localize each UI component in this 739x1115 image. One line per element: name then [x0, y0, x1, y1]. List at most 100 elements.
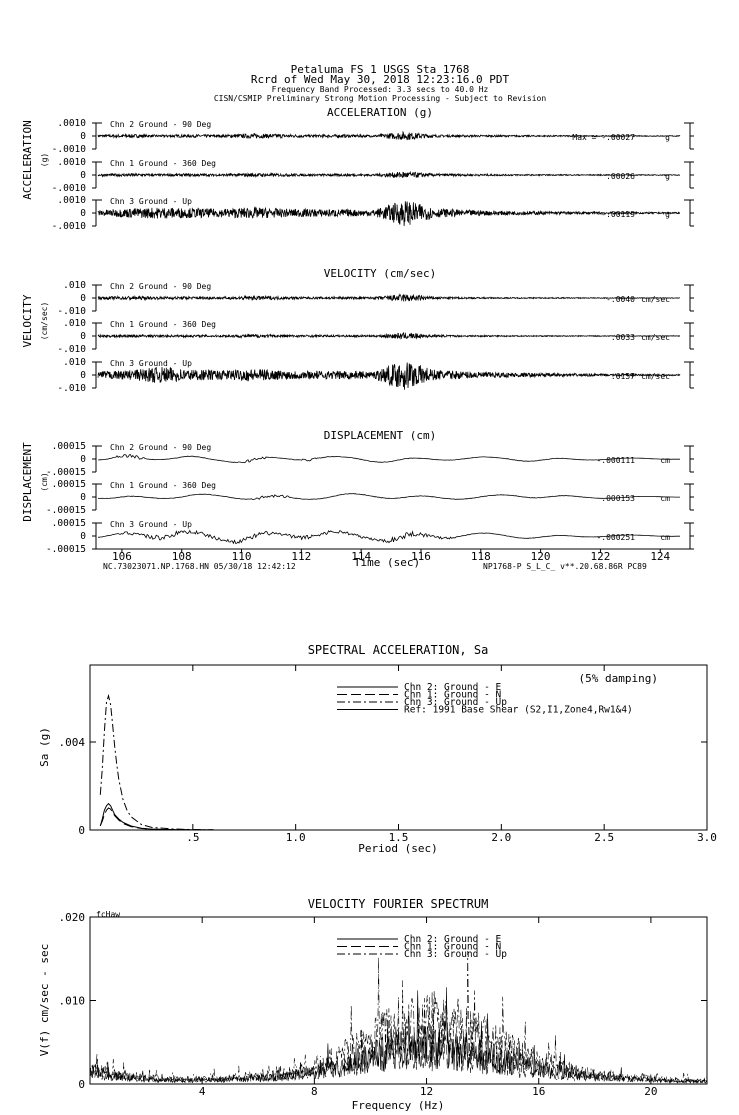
fs-y-tick-label: .010: [59, 995, 86, 1008]
y-tick-label: -.0010: [52, 221, 87, 232]
y-tick-label: .0010: [57, 195, 86, 206]
y-tick-label: -.0010: [52, 144, 87, 155]
acceleration-yunit: (g): [40, 153, 49, 167]
fs-series: [89, 950, 708, 1084]
sa-series-line: [99, 693, 214, 831]
sa-y-tick-label: .004: [59, 736, 86, 749]
station-title: Petaluma FS 1 USGS Sta 1768: [291, 63, 470, 76]
waveform-line: [97, 331, 681, 340]
processing-note: CISN/CSMIP Preliminary Strong Motion Pro…: [214, 94, 547, 103]
waveform-line: [97, 454, 680, 464]
y-tick-label: 0: [80, 370, 86, 381]
time-tick-label: 112: [291, 550, 311, 563]
time-tick-label: 124: [650, 550, 670, 563]
peak-value: -.000251: [596, 533, 635, 542]
peak-unit: cm: [660, 456, 670, 465]
damping-note: (5% damping): [579, 672, 658, 685]
acceleration-traces: .0010 0 -.0010 Chn 2 Ground - 90 Deg Max = -…: [52, 118, 694, 232]
fs-ylabel: V(f) cm/sec - sec: [38, 944, 51, 1057]
peak-value: -.00119: [601, 210, 635, 219]
frequency-band: Frequency Band Processed: 3.3 secs to 40…: [272, 85, 489, 94]
fs-legend-label: Chn 1: Ground - N: [404, 942, 502, 953]
fs-series-line: [89, 987, 708, 1084]
time-tick-label: 106: [112, 550, 132, 563]
sa-legend-label: Chn 2: Ground - E: [404, 682, 502, 693]
y-tick-label: .010: [63, 318, 86, 329]
fs-legend-label: Chn 3: Ground - Up: [404, 949, 507, 960]
trace-frame-right: [684, 445, 691, 472]
waveform-line: [97, 529, 680, 545]
y-tick-label: -.0010: [52, 183, 87, 194]
channel-label: Chn 1 Ground - 360 Deg: [110, 320, 216, 329]
sa-series: [99, 693, 214, 831]
velocity-yunit: (cm/sec): [40, 302, 49, 341]
time-axis: 106 108 110 112 114 116 118 120 122 124: [96, 548, 690, 563]
velocity-panel: VELOCITY (cm/sec) VELOCITY (cm/sec) .010…: [21, 267, 694, 394]
y-tick-label: .00015: [52, 441, 86, 452]
peak-unit: cm/sec: [641, 295, 670, 304]
trace-frame-left: [95, 284, 102, 311]
spectral-acceleration-chart: SPECTRAL ACCELERATION, Sa Sa (g) Period …: [38, 643, 717, 855]
trace-frame-left: [95, 361, 102, 388]
y-tick-label: -.010: [57, 344, 86, 355]
peak-unit: cm/sec: [641, 333, 670, 342]
trace-frame-right: [684, 522, 691, 549]
sa-axes: .5 1.0 1.5 2.0 2.5 3.0 .004 0: [59, 665, 717, 844]
trace-frame-left: [95, 122, 102, 149]
waveform-line: [97, 493, 680, 500]
peak-value: -.0040: [606, 295, 635, 304]
waveform-line: [97, 293, 680, 302]
time-tick-label: 114: [351, 550, 371, 563]
trace-frame-right: [684, 161, 691, 188]
y-tick-label: .0010: [57, 157, 86, 168]
displacement-traces: .00015 0 -.00015 Chn 2 Ground - 90 Deg -.000…: [46, 441, 694, 555]
y-tick-label: -.010: [57, 383, 86, 394]
trace-frame-left: [95, 522, 102, 549]
velocity-trace-1: .010 0 -.010 Chn 2 Ground - 90 Deg -.0040 cm/…: [57, 280, 694, 317]
channel-label: Chn 3 Ground - Up: [110, 359, 192, 368]
sa-x-tick-label: 3.0: [697, 831, 717, 844]
y-tick-label: .00015: [52, 479, 86, 490]
displacement-yunit: (cm): [40, 472, 49, 491]
trace-frame-left: [95, 445, 102, 472]
sa-series-line: [99, 802, 214, 831]
y-tick-label: -.00015: [46, 544, 86, 555]
record-header: Petaluma FS 1 USGS Sta 1768 Rcrd of Wed …: [214, 63, 547, 103]
channel-label: Chn 2 Ground - 90 Deg: [110, 443, 211, 452]
y-tick-label: .00015: [52, 518, 86, 529]
sa-xlabel: Period (sec): [358, 842, 437, 855]
peak-unit: g: [665, 133, 670, 142]
sa-legend-label: Chn 1: Ground - N: [404, 690, 502, 701]
displacement-ylabel: DISPLACEMENT: [21, 442, 34, 522]
sa-series-line: [99, 807, 214, 831]
trace-frame-left: [95, 322, 102, 349]
acceleration-trace-1: .0010 0 -.0010 Chn 2 Ground - 90 Deg Max = -…: [52, 118, 694, 155]
y-tick-label: 0: [80, 208, 86, 219]
fs-xlabel: Frequency (Hz): [352, 1099, 445, 1112]
fourier-spectrum-chart: VELOCITY FOURIER SPECTRUM V(f) cm/sec - …: [38, 897, 708, 1112]
displacement-trace-1: .00015 0 -.00015 Chn 2 Ground - 90 Deg -.000…: [46, 441, 694, 478]
fs-y-tick-label: .020: [59, 911, 86, 924]
fs-x-tick-label: 4: [199, 1085, 206, 1098]
time-axis-label: Time (sec): [354, 556, 420, 569]
time-tick-label: 116: [411, 550, 431, 563]
displacement-trace-2: .00015 0 -.00015 Chn 1 Ground - 360 Deg .000…: [46, 479, 694, 516]
channel-label: Chn 2 Ground - 90 Deg: [110, 120, 211, 129]
peak-value: Max = -.00027: [572, 133, 635, 142]
sa-x-tick-label: 1.5: [389, 831, 409, 844]
displacement-panel: DISPLACEMENT (cm) DISPLACEMENT (cm) .000…: [21, 429, 694, 571]
displacement-trace-3: .00015 0 -.00015 Chn 3 Ground - Up -.000251 c…: [46, 518, 694, 555]
channel-label: Chn 1 Ground - 360 Deg: [110, 481, 216, 490]
y-tick-label: 0: [80, 531, 86, 542]
y-tick-label: 0: [80, 293, 86, 304]
peak-value: -.000111: [596, 456, 635, 465]
velocity-title: VELOCITY (cm/sec): [324, 267, 437, 280]
fs-title: VELOCITY FOURIER SPECTRUM: [308, 897, 489, 911]
fs-series-line: [89, 1008, 708, 1084]
acceleration-ylabel: ACCELERATION: [21, 120, 34, 199]
sa-legend-label: Ref: 1991 Base Shear (S2,I1,Zone4,Rw1&4): [404, 705, 633, 716]
